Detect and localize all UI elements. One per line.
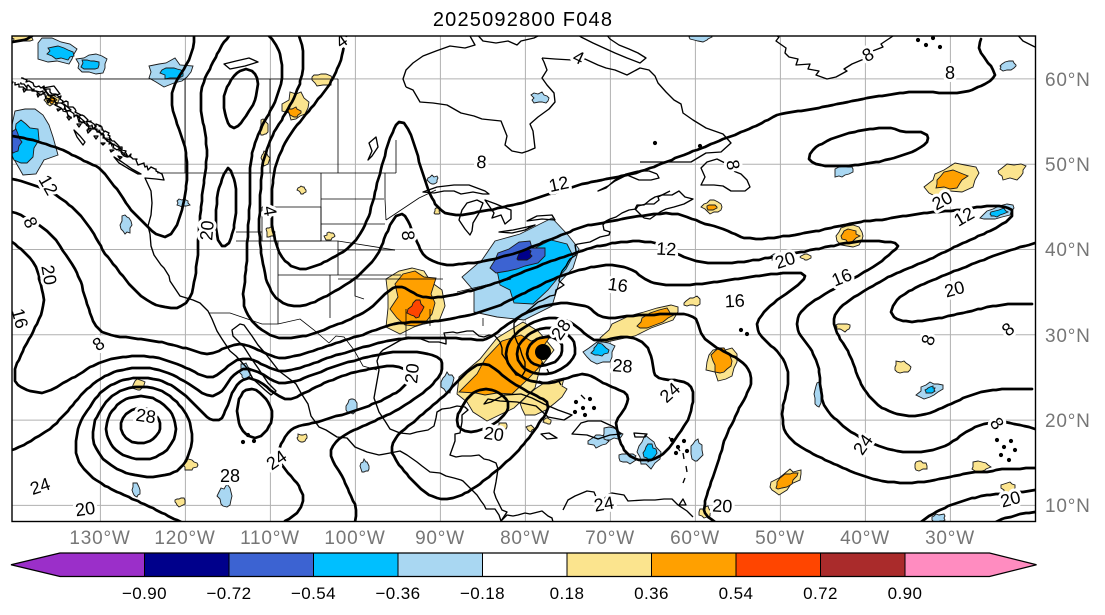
svg-text:12: 12	[656, 238, 677, 259]
svg-text:20: 20	[483, 423, 506, 446]
svg-text:20: 20	[37, 263, 60, 286]
svg-text:0.54: 0.54	[719, 584, 754, 603]
svg-text:100°W: 100°W	[324, 528, 385, 549]
svg-text:28: 28	[135, 405, 158, 428]
svg-text:20: 20	[712, 495, 733, 516]
svg-text:8: 8	[398, 230, 419, 242]
svg-text:−0.18: −0.18	[460, 584, 505, 603]
svg-text:8: 8	[945, 63, 955, 83]
svg-text:40°N: 40°N	[1045, 240, 1091, 261]
svg-text:110°W: 110°W	[240, 528, 300, 549]
svg-text:−0.72: −0.72	[206, 584, 251, 603]
svg-text:10°N: 10°N	[1045, 496, 1091, 517]
svg-text:28: 28	[612, 355, 634, 377]
svg-text:130°W: 130°W	[69, 528, 130, 549]
svg-text:28: 28	[220, 466, 240, 486]
svg-text:90°W: 90°W	[415, 528, 465, 549]
svg-text:0.18: 0.18	[550, 584, 585, 603]
svg-text:0.72: 0.72	[803, 584, 838, 603]
svg-text:30°W: 30°W	[925, 528, 975, 549]
svg-text:24: 24	[592, 493, 615, 516]
svg-text:30°N: 30°N	[1045, 326, 1091, 347]
svg-text:2025092800 F048: 2025092800 F048	[433, 9, 613, 31]
svg-text:8: 8	[476, 152, 488, 173]
svg-text:16: 16	[724, 290, 745, 311]
svg-text:70°W: 70°W	[585, 528, 635, 549]
svg-text:40°W: 40°W	[840, 528, 890, 549]
svg-text:0.36: 0.36	[634, 584, 669, 603]
svg-text:20: 20	[196, 220, 218, 242]
svg-text:20: 20	[74, 498, 97, 521]
svg-text:80°W: 80°W	[500, 528, 550, 549]
svg-text:−0.90: −0.90	[122, 584, 167, 603]
svg-text:50°N: 50°N	[1045, 155, 1091, 176]
svg-text:0.90: 0.90	[888, 584, 923, 603]
svg-text:60°N: 60°N	[1045, 70, 1091, 91]
svg-text:60°W: 60°W	[670, 528, 720, 549]
svg-text:20°N: 20°N	[1045, 411, 1091, 432]
svg-text:12: 12	[547, 172, 571, 196]
svg-text:120°W: 120°W	[154, 528, 215, 549]
svg-text:20: 20	[401, 362, 423, 384]
svg-text:−0.36: −0.36	[375, 584, 420, 603]
svg-text:50°W: 50°W	[755, 528, 805, 549]
svg-text:−0.54: −0.54	[291, 584, 336, 603]
svg-text:16: 16	[607, 274, 630, 297]
